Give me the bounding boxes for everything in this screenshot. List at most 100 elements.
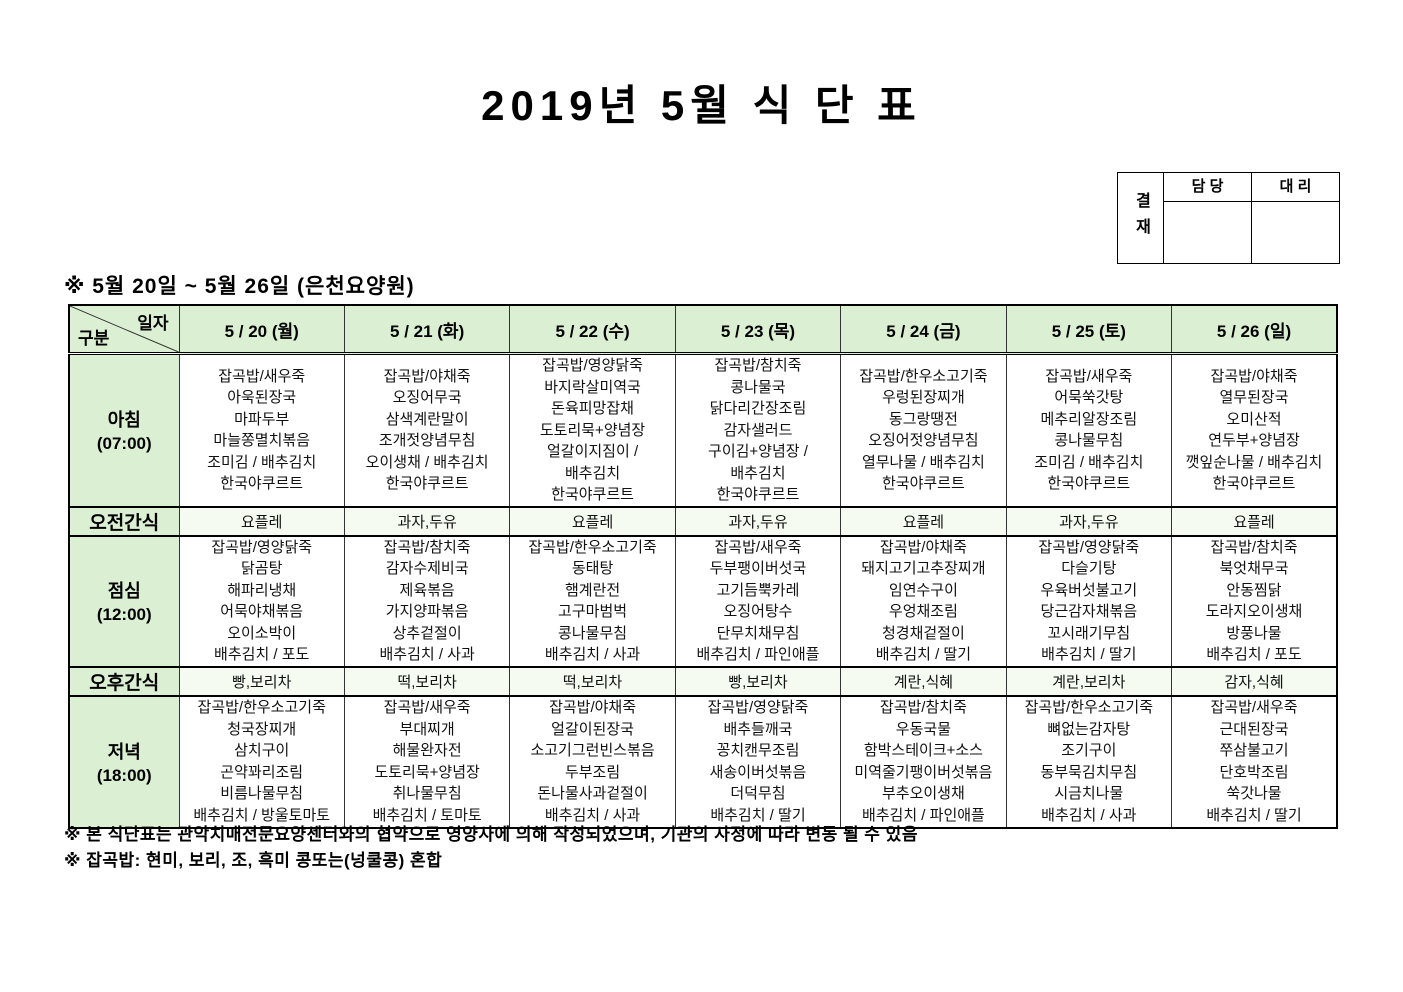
day-header-cell: 5 / 24 (금): [840, 304, 1007, 355]
meal-cell: 잡곡밥/한우소고기죽 동태탕 햄계란전 고구마범벅 콩나물무침 배추김치 / 사과: [509, 535, 676, 667]
meal-cell: 잡곡밥/새우죽 어묵쑥갓탕 메추리알장조림 콩나물무침 조미김 / 배추김치 한국야쿠르트: [1005, 353, 1173, 507]
diagonal-divider: [70, 306, 179, 352]
meal-item: 삼치구이: [234, 742, 290, 759]
snack-cell: 떡,보리차: [509, 665, 676, 697]
meal-cell: 잡곡밥/참치죽 감자수제비국 제육볶음 가지양파볶음 상추겉절이 배추김치 / 사과: [343, 535, 511, 667]
day-header-cell: 5 / 23 (목): [674, 304, 842, 355]
approval-header-deputy: 대 리: [1252, 173, 1339, 202]
meal-item: 돈나물사과겉절이: [537, 785, 648, 802]
snack-cell: 감자,식혜: [1171, 665, 1338, 697]
meal-cell: 잡곡밥/야채죽 열무된장국 오미산적 연두부+양념장 깻잎순나물 / 배추김치 한국야쿠르…: [1171, 353, 1338, 507]
meal-item: 쭈삼불고기: [1219, 742, 1289, 759]
meal-item: 부추오이생채: [881, 785, 965, 802]
meal-item: 콩나물무침: [558, 624, 628, 642]
table-row-am-snack: 오전간식 요플레 과자,두유 요플레 과자,두유 요플레 과자,두유 요플레: [68, 505, 1338, 537]
row-label-text: 저녁: [107, 741, 141, 762]
meal-item: 임연수구이: [888, 581, 958, 599]
meal-item: 조미김 / 배추김치: [1034, 453, 1144, 471]
table-row-pm-snack: 오후간식 빵,보리차 떡,보리차 떡,보리차 빵,보리차 계란,식혜 계란,보리차 감자,식혜: [68, 665, 1338, 697]
table-header-row: 일자 구분 5 / 20 (월) 5 / 21 (화) 5 / 22 (수) 5 / …: [68, 304, 1338, 355]
meal-item: 근대된장국: [1219, 720, 1289, 738]
meal-item: 한국야쿠르트: [1047, 475, 1131, 493]
meal-item: 닭곰탕: [241, 560, 283, 577]
meal-item: 당근감자채볶음: [1040, 603, 1138, 620]
meal-item: 오이생채 / 배추김치: [365, 453, 489, 471]
meal-item: 우육버섯불고기: [1040, 581, 1138, 599]
row-label-text: 점심: [107, 581, 141, 601]
meal-item: 새송이버섯볶음: [709, 763, 807, 781]
meal-item: 마파두부: [234, 410, 290, 428]
row-label-text: 아침: [107, 410, 141, 431]
meal-item: 배추김치 / 사과: [544, 646, 641, 663]
meal-item: 잡곡밥/새우죽: [1210, 699, 1298, 716]
snack-cell: 계란,식혜: [840, 665, 1007, 697]
meal-item: 열무된장국: [1219, 389, 1289, 407]
meal-item: 오미산적: [1226, 410, 1282, 428]
meal-item: 연두부+양념장: [1208, 432, 1300, 450]
meal-item: 배추김치 / 파인애플: [861, 806, 985, 824]
meal-cell: 잡곡밥/한우소고기죽 청국장찌개 삼치구이 곤약꽈리조림 비름나물무침 배추김치 / 방울…: [178, 695, 345, 828]
meal-item: 오징어젓양념무침: [868, 432, 979, 450]
footnotes: ※ 본 식단표는 관악치매전문요양센터와의 협약으로 영양사에 의해 작성되었으…: [64, 822, 918, 874]
meal-item: 감자수제비국: [385, 560, 469, 577]
meal-item: 뼈없는감자탕: [1047, 720, 1131, 738]
day-header-cell: 5 / 26 (일): [1171, 304, 1338, 355]
corner-cell: 일자 구분: [68, 304, 180, 355]
meal-item: 잡곡밥/한우소고기죽: [528, 538, 657, 556]
meal-item: 두부조림: [564, 763, 621, 781]
row-time-text: (07:00): [96, 434, 152, 454]
row-label-lunch: 점심 (12:00): [68, 535, 180, 667]
snack-cell: 빵,보리차: [674, 665, 842, 697]
meal-item: 잡곡밥/새우죽: [383, 699, 471, 716]
meal-item: 배추김치 / 사과: [379, 646, 475, 663]
meal-item: 배추김치 / 파인애플: [696, 646, 820, 663]
meal-item: 잡곡밥/야채죽: [383, 367, 471, 385]
meal-item: 조기구이: [1061, 742, 1117, 759]
meal-item: 배추김치: [730, 464, 786, 482]
meal-item: 배추김치 / 딸기: [1041, 646, 1137, 663]
meal-item: 배추김치 / 딸기: [875, 646, 972, 663]
meal-item: 잡곡밥/한우소고기죽: [197, 699, 326, 716]
meal-item: 북엇채무국: [1219, 560, 1289, 577]
meal-cell: 잡곡밥/영양닭죽 다슬기탕 우육버섯불고기 당근감자채볶음 꼬시래기무침 배추김치 / 딸…: [1005, 535, 1173, 667]
meal-cell: 잡곡밥/야채죽 얼갈이된장국 소고기그런빈스볶음 두부조림 돈나물사과겉절이 배추김치 /…: [509, 695, 676, 828]
meal-item: 한국야쿠르트: [551, 486, 634, 503]
meal-item: 햄계란전: [564, 581, 621, 599]
snack-cell: 요플레: [509, 505, 676, 537]
meal-item: 잡곡밥/영양닭죽: [211, 538, 313, 556]
snack-cell: 빵,보리차: [178, 665, 345, 697]
approval-signature-cell: [1164, 202, 1251, 263]
meal-item: 동부묵김치무침: [1040, 763, 1138, 781]
meal-item: 열무나물 / 배추김치: [861, 453, 985, 471]
meal-item: 어묵야채볶음: [220, 603, 304, 620]
meal-item: 오이소박이: [227, 624, 297, 642]
meal-item: 잡곡밥/야채죽: [549, 699, 637, 716]
meal-item: 돼지고기고추장찌개: [861, 560, 986, 577]
meal-item: 해파리냉채: [227, 581, 297, 599]
day-header-cell: 5 / 25 (토): [1005, 304, 1173, 355]
meal-item: 오징어무국: [392, 389, 462, 407]
meal-cell: 잡곡밥/참치죽 콩나물국 닭다리간장조림 감자샐러드 구이김+양념장 / 배추김치 한국야쿠…: [674, 353, 842, 507]
meal-item: 배추김치 / 사과: [1041, 806, 1137, 824]
row-label-text: 오후간식: [89, 672, 160, 694]
subtitle: ※ 5월 20일 ~ 5월 26일 (은천요양원): [64, 275, 415, 298]
meal-plan-table: 일자 구분 5 / 20 (월) 5 / 21 (화) 5 / 22 (수) 5 / …: [68, 304, 1338, 829]
meal-item: 바지락살미역국: [544, 378, 641, 396]
meal-item: 청경채겉절이: [881, 624, 965, 642]
meal-item: 안동찜닭: [1226, 581, 1282, 599]
meal-item: 우동국물: [895, 720, 951, 738]
meal-item: 아욱된장국: [227, 389, 297, 407]
meal-item: 한국야쿠르트: [716, 486, 800, 503]
approval-signature-cell: [1252, 202, 1339, 263]
meal-item: 배추김치 / 포도: [214, 646, 310, 663]
meal-item: 부대찌개: [399, 720, 455, 738]
meal-item: 잡곡밥/영양닭죽: [542, 357, 643, 374]
meal-item: 한국야쿠르트: [1212, 475, 1296, 493]
row-label-breakfast: 아침 (07:00): [68, 353, 180, 507]
meal-item: 배추김치 / 토마토: [372, 806, 482, 824]
row-label-pm-snack: 오후간식: [68, 665, 180, 697]
table-row-dinner: 저녁 (18:00) 잡곡밥/한우소고기죽 청국장찌개 삼치구이 곤약꽈리조림 비름나물무침…: [68, 695, 1338, 828]
meal-item: 잡곡밥/새우죽: [1045, 367, 1133, 385]
meal-cell: 잡곡밥/야채죽 오징어무국 삼색계란말이 조개젓양념무침 오이생채 / 배추김치 한국야쿠…: [343, 353, 511, 507]
